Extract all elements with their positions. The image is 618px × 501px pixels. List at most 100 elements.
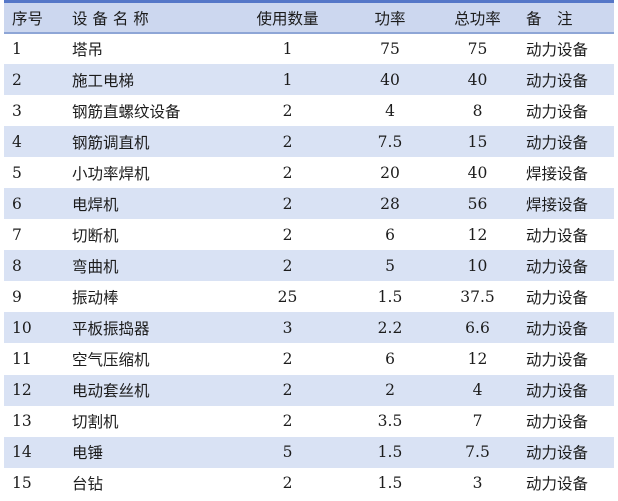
- table-row: 8 弯曲机 2 5 10 动力设备: [4, 250, 614, 282]
- table-cell: 6: [385, 225, 395, 244]
- table-cell: 2: [385, 381, 395, 400]
- table-row: 15 台钻 2 1.5 3 动力设备: [4, 468, 614, 499]
- table-cell: 5: [282, 443, 293, 462]
- table-cell: 切割机: [72, 413, 119, 432]
- table-cell: 2: [282, 474, 293, 493]
- table-row: 5 小功率焊机 2 20 40 焊接设备: [4, 157, 614, 188]
- table-cell: 6: [385, 349, 395, 368]
- table-cell: 7.5: [465, 443, 490, 462]
- table-cell: 11: [12, 349, 32, 368]
- table-cell: 12: [467, 349, 488, 368]
- table-cell: 切断机: [72, 226, 119, 245]
- table-cell: 小功率焊机: [72, 164, 150, 183]
- table-cell: 动力设备: [526, 319, 589, 338]
- table-cell: 10: [467, 256, 488, 275]
- table-cell: 28: [380, 194, 400, 213]
- table-cell: 2.2: [377, 318, 403, 337]
- table-cell: 6.6: [465, 318, 490, 337]
- table-cell: 6: [12, 194, 22, 213]
- table-cell: 4: [385, 101, 395, 120]
- table-cell: 动力设备: [526, 382, 589, 401]
- table-row: 1 塔吊 1 75 75 动力设备: [4, 33, 614, 64]
- table-cell: 40: [467, 70, 488, 89]
- table-cell: 3: [12, 101, 22, 120]
- table-row: 9 振动棒 25 1.5 37.5 动力设备: [4, 281, 614, 312]
- table-cell: 1.5: [377, 474, 403, 493]
- table-cell: 塔吊: [72, 41, 104, 60]
- table-row: 10 平板振捣器 3 2.2 6.6 动力设备: [4, 312, 614, 344]
- table-cell: 2: [282, 412, 293, 431]
- table-cell: 焊接设备: [526, 195, 589, 214]
- table-cell: 2: [282, 132, 293, 151]
- table-cell: 15: [467, 132, 488, 151]
- table-cell: 动力设备: [526, 444, 589, 463]
- table-cell: 13: [12, 412, 32, 431]
- table-row: 2 施工电梯 1 40 40 动力设备: [4, 64, 614, 96]
- header-row: 序号设 备 名 称使用数量 功率 总功率备 注: [4, 3, 614, 34]
- table-row: 4 钢筋调直机 2 7.5 15 动力设备: [4, 126, 614, 158]
- table-cell: 电焊机: [72, 195, 119, 214]
- table-cell: 37.5: [460, 287, 495, 306]
- table-cell: 7: [472, 412, 483, 431]
- table-cell: 动力设备: [526, 413, 589, 432]
- table-cell: 动力设备: [526, 41, 589, 60]
- table-cell: 2: [282, 163, 293, 182]
- table-cell: 25: [277, 287, 298, 306]
- table-cell: 振动棒: [72, 288, 119, 307]
- table-cell: 4: [472, 381, 483, 400]
- table-cell: 平板振捣器: [72, 319, 150, 338]
- table-cell: 3: [472, 474, 483, 493]
- table-row: 11 空气压缩机 2 6 12 动力设备: [4, 343, 614, 374]
- table-head: 序号设 备 名 称使用数量 功率 总功率备 注: [4, 3, 614, 34]
- table-cell: 1: [282, 70, 293, 89]
- table-cell: 8: [472, 101, 483, 120]
- table-cell: 12: [12, 381, 32, 400]
- table-row: 6 电焊机 2 28 56 焊接设备: [4, 188, 614, 220]
- table-cell: 75: [467, 40, 488, 59]
- table-row: 14 电锤 5 1.5 7.5 动力设备: [4, 436, 614, 468]
- column-header: 总功率: [445, 3, 510, 34]
- table-cell: 2: [282, 256, 293, 275]
- table-cell: 2: [12, 70, 22, 89]
- table-cell: 动力设备: [526, 257, 589, 276]
- table-cell: 8: [12, 256, 22, 275]
- table-row: 12 电动套丝机 2 2 4 动力设备: [4, 374, 614, 406]
- equipment-table: 序号设 备 名 称使用数量 功率 总功率备 注 1 塔吊 1 75 75 动力设备 2 施工电梯 1…: [4, 3, 614, 499]
- table-cell: 电动套丝机: [72, 382, 150, 401]
- table-cell: 75: [380, 40, 400, 59]
- table-row: 7 切断机 2 6 12 动力设备: [4, 219, 614, 250]
- table-cell: 2: [282, 225, 293, 244]
- table-cell: 10: [12, 318, 32, 337]
- table-cell: 动力设备: [526, 475, 589, 494]
- table-cell: 40: [467, 163, 488, 182]
- table-cell: 1: [12, 40, 22, 59]
- table-cell: 2: [282, 101, 293, 120]
- table-cell: 20: [380, 163, 400, 182]
- table-row: 3 钢筋直螺纹设备 2 4 8 动力设备: [4, 95, 614, 126]
- table-cell: 动力设备: [526, 102, 589, 121]
- table-cell: 9: [12, 287, 22, 306]
- table-cell: 电锤: [72, 444, 104, 463]
- column-header: 备 注: [510, 3, 614, 34]
- table-cell: 钢筋调直机: [72, 133, 150, 152]
- table-cell: 15: [12, 474, 32, 493]
- table-cell: 12: [467, 225, 488, 244]
- table-cell: 动力设备: [526, 288, 589, 307]
- equipment-table-wrap: 序号设 备 名 称使用数量 功率 总功率备 注 1 塔吊 1 75 75 动力设备 2 施工电梯 1…: [4, 0, 614, 499]
- table-cell: 钢筋直螺纹设备: [72, 102, 181, 121]
- table-cell: 3.5: [377, 412, 403, 431]
- table-cell: 2: [282, 381, 293, 400]
- table-cell: 2: [282, 349, 293, 368]
- table-cell: 动力设备: [526, 226, 589, 245]
- column-header: 使用数量: [240, 3, 335, 34]
- table-cell: 空气压缩机: [72, 350, 150, 369]
- table-cell: 7.5: [377, 132, 403, 151]
- table-cell: 4: [12, 132, 22, 151]
- table-body: 1 塔吊 1 75 75 动力设备 2 施工电梯 1 40 40 动力设备 3 钢筋直螺纹设备 2 4 8 动力设…: [4, 33, 614, 499]
- column-header: 功率: [335, 3, 445, 34]
- table-cell: 焊接设备: [526, 164, 589, 183]
- table-cell: 40: [380, 70, 400, 89]
- table-cell: 5: [12, 163, 22, 182]
- table-cell: 台钻: [72, 475, 104, 494]
